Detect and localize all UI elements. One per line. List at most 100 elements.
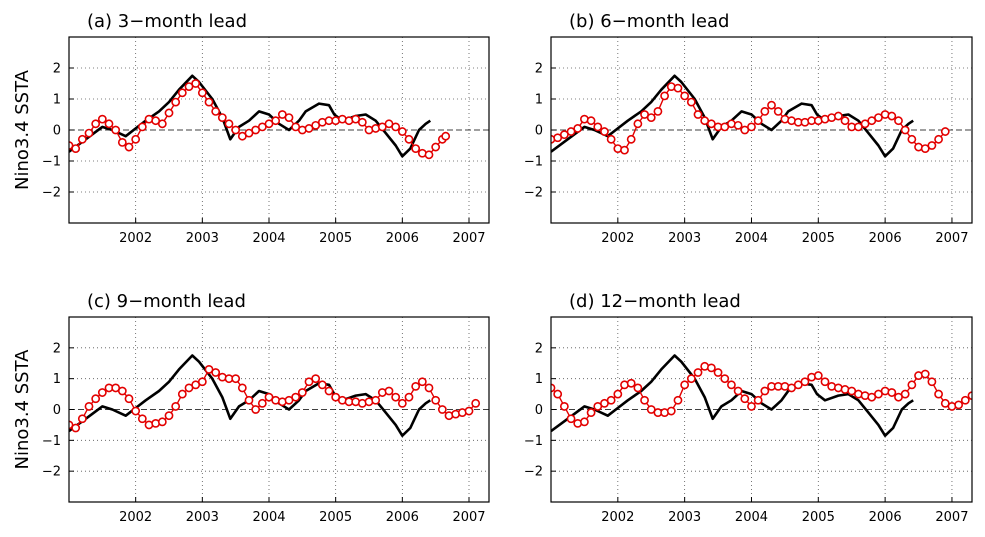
forecast-point — [311, 374, 321, 384]
forecast-point — [171, 97, 181, 107]
x-tick-label: 2005 — [319, 231, 352, 246]
forecast-point — [633, 119, 643, 129]
forecast-point — [566, 414, 576, 424]
forecast-point — [471, 398, 481, 408]
y-tick-label: 2 — [535, 62, 543, 77]
forecast-point — [673, 83, 683, 93]
forecast-point — [940, 127, 950, 136]
forecast-point — [177, 88, 187, 98]
forecast-point — [553, 389, 563, 399]
y-tick-label: 2 — [53, 62, 61, 77]
forecast-point — [77, 134, 87, 144]
forecast-point — [660, 91, 670, 101]
forecast-point — [111, 125, 121, 135]
forecast-point — [840, 116, 850, 126]
forecast-point — [164, 108, 174, 118]
forecast-point — [131, 134, 141, 144]
plot-area — [551, 74, 950, 158]
forecast-point — [593, 122, 603, 132]
forecast-point — [686, 97, 696, 107]
y-tick-label: −2 — [524, 186, 543, 201]
x-tick-label: 2002 — [119, 231, 152, 246]
forecast-point — [760, 386, 770, 396]
observed-series-line — [69, 354, 432, 437]
forecast-point — [441, 131, 451, 141]
forecast-point — [211, 368, 221, 377]
forecast-point — [653, 107, 663, 116]
forecast-point — [177, 389, 187, 399]
forecast-point — [900, 125, 910, 135]
forecast-point — [920, 369, 930, 379]
forecast-point — [800, 377, 810, 387]
forecast-point — [586, 408, 596, 417]
forecast-point — [900, 389, 910, 399]
forecast-point — [157, 119, 167, 129]
x-tick-label: 2004 — [252, 231, 285, 246]
x-tick-label: 2003 — [668, 231, 701, 246]
y-tick-label: 1 — [53, 372, 61, 387]
forecast-point — [747, 402, 756, 411]
forecast-point — [397, 127, 407, 136]
forecast-point — [404, 392, 414, 402]
forecast-point — [907, 380, 917, 390]
forecast-point — [626, 134, 636, 144]
chart-panel-3: 2002 2003 2004 2005 2006 2007 −2 −1 0 1 2 (c) 9−mon… — [12, 291, 490, 525]
forecast-point — [417, 377, 427, 387]
x-tick-label: 2006 — [386, 231, 419, 246]
forecast-point — [626, 378, 636, 388]
forecast-point — [117, 137, 127, 147]
forecast-point — [559, 402, 569, 411]
forecast-point — [686, 374, 696, 384]
forecast-point — [437, 405, 447, 414]
forecast-point — [204, 97, 214, 107]
x-tick-label: 2006 — [869, 231, 902, 246]
x-tick-label: 2003 — [668, 510, 701, 525]
forecast-point — [934, 134, 943, 144]
forecast-point — [666, 406, 676, 416]
forecast-point — [727, 380, 736, 390]
forecast-point — [244, 395, 254, 405]
forecast-point — [104, 119, 114, 129]
forecast-point — [211, 107, 221, 116]
x-tick-label: 2006 — [386, 510, 419, 525]
y-tick-label: −1 — [42, 434, 61, 449]
forecast-point — [887, 388, 897, 397]
forecast-point — [927, 141, 937, 150]
x-tick-label: 2003 — [186, 231, 219, 246]
forecast-point — [894, 116, 903, 126]
forecast-point — [97, 388, 107, 397]
forecast-point — [733, 386, 743, 396]
forecast-point — [974, 386, 981, 393]
y-tick-label: −1 — [524, 434, 543, 449]
forecast-point — [84, 402, 94, 411]
forecast-point — [257, 398, 267, 408]
observed-series-line — [551, 354, 914, 437]
forecast-point — [464, 406, 474, 416]
forecast-point — [271, 116, 281, 126]
forecast-point — [411, 144, 421, 153]
forecast-point — [820, 377, 830, 387]
x-tick-label: 2002 — [119, 510, 152, 525]
forecast-point — [231, 125, 241, 135]
forecast-point — [606, 134, 616, 144]
forecast-point — [384, 386, 394, 396]
forecast-point — [357, 117, 367, 127]
forecast-point — [397, 398, 407, 408]
forecast-point — [71, 423, 81, 433]
chart-panel-4: 2002 2003 2004 2005 2006 2007 −2 −1 0 1 2 (d) 12−mo… — [524, 291, 981, 525]
y-tick-label: 0 — [535, 124, 543, 139]
plot-area — [69, 74, 451, 160]
forecast-point — [606, 395, 616, 405]
forecast-point — [431, 395, 441, 405]
forecast-point — [71, 144, 81, 153]
forecast-point — [371, 395, 381, 405]
forecast-point — [573, 124, 583, 133]
forecast-point — [673, 395, 683, 405]
forecast-point — [231, 374, 241, 384]
forecast-point — [733, 120, 743, 130]
forecast-point — [613, 389, 623, 399]
y-tick-label: 1 — [535, 372, 543, 387]
forecast-point — [633, 383, 643, 393]
forecast-point — [324, 386, 334, 396]
